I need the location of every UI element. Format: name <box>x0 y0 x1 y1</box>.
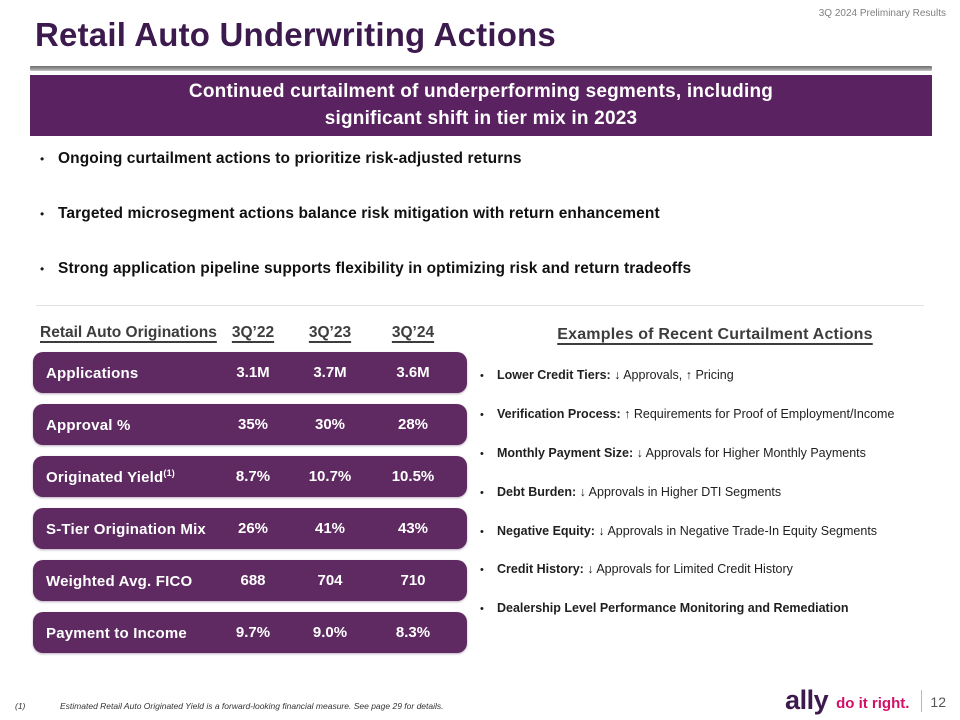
column-header: 3Q’24 <box>391 324 435 341</box>
bullet-icon: • <box>480 408 484 421</box>
list-item: • Monthly Payment Size: ↓ Approvals for … <box>480 446 950 460</box>
bullet-icon: • <box>480 447 484 460</box>
curtailment-text: Dealership Level Performance Monitoring … <box>497 601 849 616</box>
list-item: • Credit History: ↓ Approvals for Limite… <box>480 562 950 576</box>
row-label: Weighted Avg. FICO <box>46 572 193 590</box>
cell-value: 26% <box>237 520 269 537</box>
list-item: • Negative Equity: ↓ Approvals in Negati… <box>480 524 950 538</box>
curtailment-text: Negative Equity: ↓ Approvals in Negative… <box>497 523 878 538</box>
list-item: • Dealership Level Performance Monitorin… <box>480 601 950 615</box>
key-points-list: • Ongoing curtailment actions to priorit… <box>40 150 920 315</box>
footnote-text: Estimated Retail Auto Originated Yield i… <box>60 701 444 711</box>
cell-value: 3.1M <box>236 364 270 381</box>
footnote-ref: (1) <box>163 467 176 478</box>
row-label: S-Tier Origination Mix <box>46 520 206 538</box>
table-row: Applications 3.1M 3.7M 3.6M <box>33 352 467 393</box>
bullet-icon: • <box>480 564 484 577</box>
curtailment-text: Lower Credit Tiers: ↓ Approvals, ↑ Prici… <box>497 368 734 382</box>
column-header: 3Q’23 <box>308 324 352 341</box>
curtailment-section: Examples of Recent Curtailment Actions •… <box>480 326 950 640</box>
table-title: Retail Auto Originations <box>40 324 217 341</box>
cell-value: 3.7M <box>313 364 347 381</box>
list-item: • Debt Burden: ↓ Approvals in Higher DTI… <box>480 485 950 499</box>
cell-value: 8.3% <box>395 624 431 641</box>
curtailment-text: Debt Burden: ↓ Approvals in Higher DTI S… <box>497 484 782 499</box>
curtailment-text: Verification Process: ↑ Requirements for… <box>497 406 895 421</box>
list-item: • Lower Credit Tiers: ↓ Approvals, ↑ Pri… <box>480 368 950 382</box>
footer-brand-area: ally do it right. 12 <box>785 687 946 714</box>
table-header-row: Retail Auto Originations 3Q’22 3Q’23 3Q’… <box>33 324 467 342</box>
cell-value: 30% <box>314 416 346 433</box>
cell-value: 41% <box>314 520 346 537</box>
bullet-icon: • <box>480 603 484 616</box>
cell-value: 10.5% <box>391 468 435 485</box>
ally-tagline: do it right. <box>836 695 910 712</box>
page-number: 12 <box>930 693 946 710</box>
section-divider <box>36 305 924 306</box>
originations-table: Retail Auto Originations 3Q’22 3Q’23 3Q’… <box>33 324 467 664</box>
list-item: • Strong application pipeline supports f… <box>40 260 920 278</box>
row-label: Applications <box>46 364 139 382</box>
cell-value: 10.7% <box>308 468 352 485</box>
cell-value: 43% <box>397 520 429 537</box>
page-title: Retail Auto Underwriting Actions <box>35 16 556 53</box>
cell-value: 3.6M <box>396 364 430 381</box>
bullet-icon: • <box>40 207 45 221</box>
curtailment-text: Credit History: ↓ Approvals for Limited … <box>497 562 793 577</box>
table-row: Approval % 35% 30% 28% <box>33 404 467 445</box>
curtailment-text: Monthly Payment Size: ↓ Approvals for Hi… <box>497 445 866 460</box>
title-divider <box>30 66 932 71</box>
cell-value: 28% <box>397 416 429 433</box>
ally-logo: ally <box>785 685 829 715</box>
row-label: Originated Yield(1) <box>46 467 176 486</box>
key-point-text: Targeted microsegment actions balance ri… <box>58 205 660 222</box>
key-point-text: Ongoing curtailment actions to prioritiz… <box>58 150 522 167</box>
bullet-icon: • <box>40 262 45 276</box>
table-row: Originated Yield(1) 8.7% 10.7% 10.5% <box>33 456 467 497</box>
bullet-icon: • <box>480 486 484 499</box>
header-note: 3Q 2024 Preliminary Results <box>818 8 946 19</box>
curtailment-title: Examples of Recent Curtailment Actions <box>557 326 873 343</box>
bullet-icon: • <box>480 370 484 382</box>
cell-value: 9.0% <box>312 624 348 641</box>
table-row: S-Tier Origination Mix 26% 41% 43% <box>33 508 467 549</box>
bullet-icon: • <box>40 152 45 166</box>
list-item: • Targeted microsegment actions balance … <box>40 205 920 223</box>
footnote-marker: (1) <box>15 701 26 711</box>
footnote: (1) Estimated Retail Auto Originated Yie… <box>15 701 444 711</box>
row-label: Payment to Income <box>46 624 187 642</box>
key-point-text: Strong application pipeline supports fle… <box>58 260 692 277</box>
cell-value: 8.7% <box>235 468 271 485</box>
banner-line-2: significant shift in tier mix in 2023 <box>324 107 638 129</box>
cell-value: 710 <box>400 572 426 589</box>
cell-value: 688 <box>240 572 266 589</box>
cell-value: 9.7% <box>235 624 271 641</box>
table-row: Weighted Avg. FICO 688 704 710 <box>33 560 467 601</box>
column-header: 3Q’22 <box>231 324 275 341</box>
table-row: Payment to Income 9.7% 9.0% 8.3% <box>33 612 467 653</box>
page-number-divider <box>921 689 923 712</box>
cell-value: 35% <box>237 416 269 433</box>
list-item: • Ongoing curtailment actions to priorit… <box>40 150 920 168</box>
headline-banner: Continued curtailment of underperforming… <box>30 75 932 136</box>
cell-value: 704 <box>317 572 343 589</box>
bullet-icon: • <box>480 525 484 538</box>
list-item: • Verification Process: ↑ Requirements f… <box>480 407 950 421</box>
banner-line-1: Continued curtailment of underperforming… <box>188 80 774 102</box>
row-label: Approval % <box>46 416 131 434</box>
